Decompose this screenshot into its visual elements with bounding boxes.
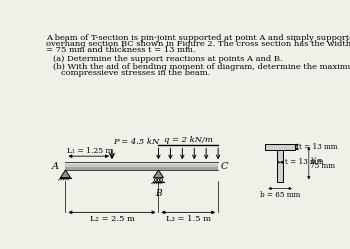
Text: (a) Determine the support reactions at points A and B.: (a) Determine the support reactions at p… [53,55,283,62]
Bar [277,150,283,182]
Bar [265,144,295,150]
Polygon shape [153,170,163,178]
Text: C: C [220,162,228,171]
Text: t = 13 mm: t = 13 mm [299,143,337,151]
Text: A beam of T-section is pin-joint supported at point A and simply supported at po: A beam of T-section is pin-joint support… [46,34,350,42]
Text: hʹ=: hʹ= [310,157,323,165]
Bar [65,162,218,167]
Text: P = 4.5 kN: P = 4.5 kN [113,138,160,146]
Text: compressieve stresses in the beam.: compressieve stresses in the beam. [61,69,210,77]
Text: = 75 mm and thickness t = 13 mm.: = 75 mm and thickness t = 13 mm. [46,46,196,54]
Polygon shape [61,170,70,178]
Text: L₃ = 1.5 m: L₃ = 1.5 m [166,215,211,223]
Text: overhang section BC shown in Figure 2. The cross section has the width b = 65 mm: overhang section BC shown in Figure 2. T… [46,40,350,48]
Text: L₂ = 2.5 m: L₂ = 2.5 m [90,215,134,223]
Text: A: A [51,162,58,171]
Text: q = 2 kN/m: q = 2 kN/m [164,136,213,144]
Text: t = 13 mm: t = 13 mm [285,158,323,166]
Text: B: B [155,188,162,197]
Bar [65,162,218,164]
Text: L₁ = 1.25 m: L₁ = 1.25 m [67,147,113,155]
Text: (b) With the aid of bending moment of diagram, determine the maximum tensile and: (b) With the aid of bending moment of di… [53,63,350,71]
Text: b = 65 mm: b = 65 mm [260,191,300,199]
Bar [65,162,218,170]
Text: 75 mm: 75 mm [310,162,335,170]
